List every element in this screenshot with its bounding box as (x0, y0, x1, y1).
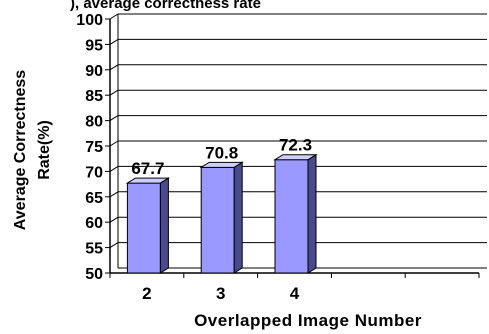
gridline-depth (109, 115, 119, 122)
bar (126, 182, 161, 274)
bar-top (273, 154, 318, 161)
x-tick-labels: 2 3 4 (142, 284, 300, 303)
y-tick-label: 70 (85, 164, 103, 181)
bar-side (159, 177, 169, 274)
data-labels: 67.7 70.8 72.3 (131, 136, 312, 178)
y-tick-label: 50 (85, 266, 103, 283)
bar-side (307, 153, 317, 274)
x-tick-label: 4 (290, 284, 300, 303)
y-axis-label: Average Correctness Rate(%) (12, 70, 53, 230)
x-tick-label: 2 (142, 284, 151, 303)
gridline-depth (109, 165, 119, 172)
y-tick-label: 90 (85, 63, 103, 80)
y-axis-label-line: Average Correctness (12, 70, 29, 230)
chart-top-text: ), average correctness rate (70, 0, 261, 12)
data-label: 72.3 (279, 136, 312, 155)
gridline-depth (109, 38, 119, 45)
y-tick-label: 100 (76, 12, 103, 29)
data-label: 67.7 (131, 159, 164, 178)
y-axis-label-line: Rate(%) (36, 120, 53, 180)
gridline-depth (109, 191, 119, 198)
y-tick-label: 95 (85, 37, 103, 54)
x-tick-label: 3 (216, 284, 225, 303)
gridline-depth (109, 64, 119, 71)
y-tick-label: 75 (85, 139, 103, 156)
x-axis-label: Overlapped Image Number (194, 311, 422, 330)
bar-side (233, 161, 243, 274)
bar (200, 166, 235, 274)
gridline-depth (109, 216, 119, 223)
bar (274, 159, 309, 274)
gridline-depth (109, 89, 119, 96)
y-tick-label: 55 (85, 241, 103, 258)
y-tick-label: 80 (85, 114, 103, 131)
y-tick-labels: 100 95 90 85 80 75 70 65 60 55 50 (76, 12, 103, 283)
y-tick-label: 65 (85, 190, 103, 207)
gridline-depth (109, 13, 119, 20)
bar-top (199, 161, 244, 168)
gridline-depth (109, 140, 119, 147)
gridline-depth (109, 242, 119, 249)
bar-top (125, 177, 171, 184)
data-label: 70.8 (205, 143, 238, 162)
bars (125, 153, 318, 274)
y-tick-label: 60 (85, 215, 103, 232)
y-tick-label: 85 (85, 88, 103, 105)
